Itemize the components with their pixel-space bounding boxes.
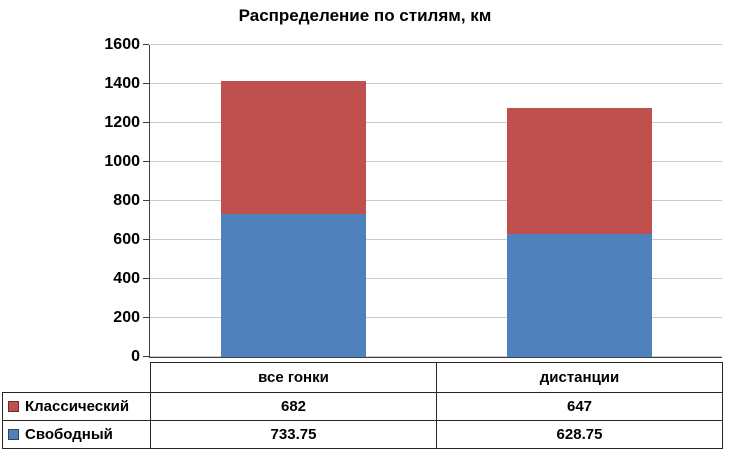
gridline (150, 200, 722, 201)
y-axis-tick (143, 161, 149, 162)
y-axis-tick (143, 278, 149, 279)
series-label: Классический (25, 398, 130, 415)
legend-cell-series-0: Классический (2, 392, 150, 420)
y-tick-label: 0 (131, 348, 140, 365)
gridline (150, 83, 722, 84)
y-tick-label: 1600 (104, 36, 140, 53)
value-cell: 733.75 (150, 420, 436, 448)
plot-area (143, 44, 722, 358)
value-cell: 647 (436, 392, 722, 420)
series-label: Свободный (25, 426, 113, 443)
chart-title: Распределение по стилям, км (238, 6, 492, 25)
y-tick-label: 1200 (104, 114, 140, 131)
gridline (150, 239, 722, 240)
legend-swatch-series-1 (8, 429, 19, 440)
y-tick-label: 800 (113, 192, 140, 209)
y-axis-tick (143, 356, 149, 357)
gridline (150, 278, 722, 279)
value-cell: 628.75 (436, 420, 722, 448)
bar-segment-series1-cat0 (220, 213, 366, 357)
y-axis-tick (143, 122, 149, 123)
legend-swatch-series-0 (8, 401, 19, 412)
y-tick-label: 1000 (104, 153, 140, 170)
y-axis-tick (143, 83, 149, 84)
y-tick-label: 200 (113, 309, 140, 326)
gridline (150, 317, 722, 318)
legend-cell-series-1: Свободный (2, 420, 150, 448)
y-axis-tick (143, 44, 149, 45)
bar-segment-series0-cat0 (220, 80, 366, 214)
y-tick-label: 600 (113, 231, 140, 248)
bar-segment-series0-cat1 (506, 108, 652, 235)
category-header: дистанции (436, 362, 722, 392)
y-axis-tick (143, 317, 149, 318)
category-header: все гонки (150, 362, 436, 392)
gridline (150, 356, 722, 357)
y-tick-label: 400 (113, 270, 140, 287)
y-axis-tick (143, 200, 149, 201)
bar-segment-series1-cat1 (506, 234, 652, 357)
y-tick-label: 1400 (104, 75, 140, 92)
y-axis-labels: 0 200 400 600 800 1000 1200 1400 1600 (80, 37, 140, 365)
table-corner (2, 362, 150, 392)
gridline (150, 161, 722, 162)
value-cell: 682 (150, 392, 436, 420)
gridline (150, 44, 722, 45)
y-axis-tick (143, 239, 149, 240)
data-table: все гонки дистанции Классический 682 647… (2, 362, 723, 449)
gridline (150, 122, 722, 123)
